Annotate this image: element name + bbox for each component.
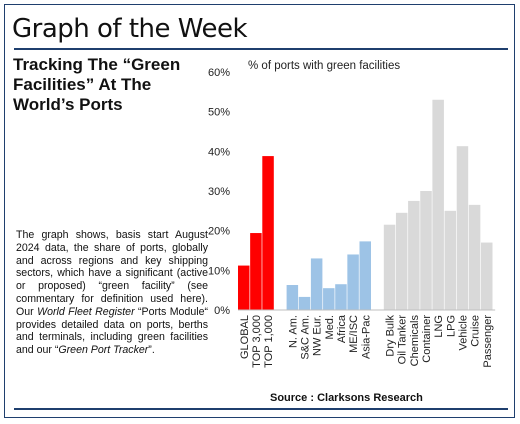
bar-med — [323, 288, 335, 310]
x-tick-label: ME/ISC — [348, 315, 360, 353]
bar-asia-pac — [359, 241, 371, 310]
x-tick-label: S&C Am. — [300, 315, 312, 360]
bar-container — [420, 191, 432, 310]
footer-divider — [14, 408, 508, 410]
x-tick-label: Vehicle — [457, 315, 469, 350]
chart-subtitle: Tracking The “Green Facilities” At The W… — [13, 55, 181, 114]
bar-n-am — [286, 285, 299, 310]
description-text: “Ports Module“ provides detailed data on… — [16, 305, 208, 357]
title-divider — [14, 48, 508, 50]
x-tick-label: Cruise — [470, 315, 482, 347]
figure-frame — [4, 4, 515, 418]
bar-dry-bulk — [383, 224, 396, 310]
bar-chemicals — [408, 200, 420, 310]
bar-passenger — [481, 242, 493, 310]
bar-s-c-am — [298, 296, 311, 310]
x-tick-label: TOP 3,000 — [251, 315, 263, 368]
y-tick-label: 50% — [208, 107, 230, 119]
y-axis: 0% 10% 20% 30% 40% 50% 60% — [208, 67, 230, 317]
y-tick-label: 30% — [208, 186, 230, 198]
bar-me-isc — [347, 254, 359, 310]
bars — [238, 99, 493, 310]
green-port-tracker-link[interactable]: Green Port Tracker — [58, 344, 149, 357]
world-fleet-register-link[interactable]: World Fleet Register — [37, 305, 135, 318]
bar-top-1-000 — [262, 156, 274, 310]
y-tick-label: 20% — [208, 226, 230, 238]
x-tick-label: GLOBAL — [239, 315, 251, 359]
x-tick-label: Passenger — [482, 315, 494, 368]
bar-cruise — [468, 204, 481, 310]
page-title: Graph of the Week — [12, 14, 248, 44]
x-tick-label: Chemicals — [409, 315, 421, 367]
y-tick-label: 60% — [208, 67, 230, 79]
x-tick-label: Africa — [336, 314, 348, 343]
x-tick-label: LPG — [445, 315, 457, 337]
bar-vehicle — [456, 146, 469, 310]
x-tick-label: N. Am. — [287, 315, 299, 348]
bar-chart: 0% 10% 20% 30% 40% 50% 60% % of ports with gre… — [208, 60, 496, 368]
x-tick-label: NW Eur. — [312, 315, 324, 356]
bar-africa — [335, 284, 347, 310]
bar-global — [238, 265, 250, 310]
x-tick-label: TOP 1,000 — [263, 315, 275, 368]
chart-description: The graph shows, basis start August 2024… — [16, 229, 208, 357]
x-axis-labels: GLOBAL TOP 3,000 TOP 1,000 N. Am. S&C Am. NW … — [239, 314, 494, 368]
x-tick-label: Oil Tanker — [397, 315, 409, 365]
y-axis-label: % of ports with green facilities — [248, 60, 400, 72]
x-tick-label: Container — [421, 315, 433, 363]
bar-oil-tanker — [395, 212, 408, 310]
y-tick-label: 10% — [208, 265, 230, 277]
description-text: ”. — [148, 344, 155, 357]
y-tick-label: 40% — [208, 146, 230, 158]
source-label: Source : Clarksons Research — [270, 392, 423, 404]
x-tick-label: Dry Bulk — [385, 315, 397, 357]
x-tick-label: Asia-Pac — [360, 315, 372, 360]
bar-nw-eur — [310, 258, 323, 310]
x-tick-label: Med. — [324, 315, 336, 339]
bar-lpg — [444, 210, 457, 310]
y-tick-label: 0% — [214, 305, 230, 317]
description-text: The graph shows, basis start August 2024… — [16, 229, 208, 318]
x-tick-label: LNG — [433, 315, 445, 338]
bar-top-3-000 — [250, 233, 262, 310]
bar-lng — [432, 99, 444, 310]
